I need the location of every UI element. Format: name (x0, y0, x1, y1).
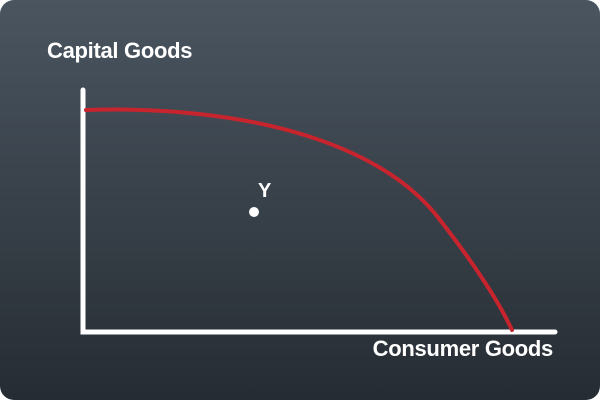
x-axis-label: Consumer Goods (373, 336, 553, 361)
ppf-curve (84, 107, 514, 332)
y-axis-label: Capital Goods (47, 38, 192, 63)
axes (80, 87, 558, 335)
point-y-marker (249, 207, 259, 217)
point-y-label: Y (258, 180, 272, 202)
